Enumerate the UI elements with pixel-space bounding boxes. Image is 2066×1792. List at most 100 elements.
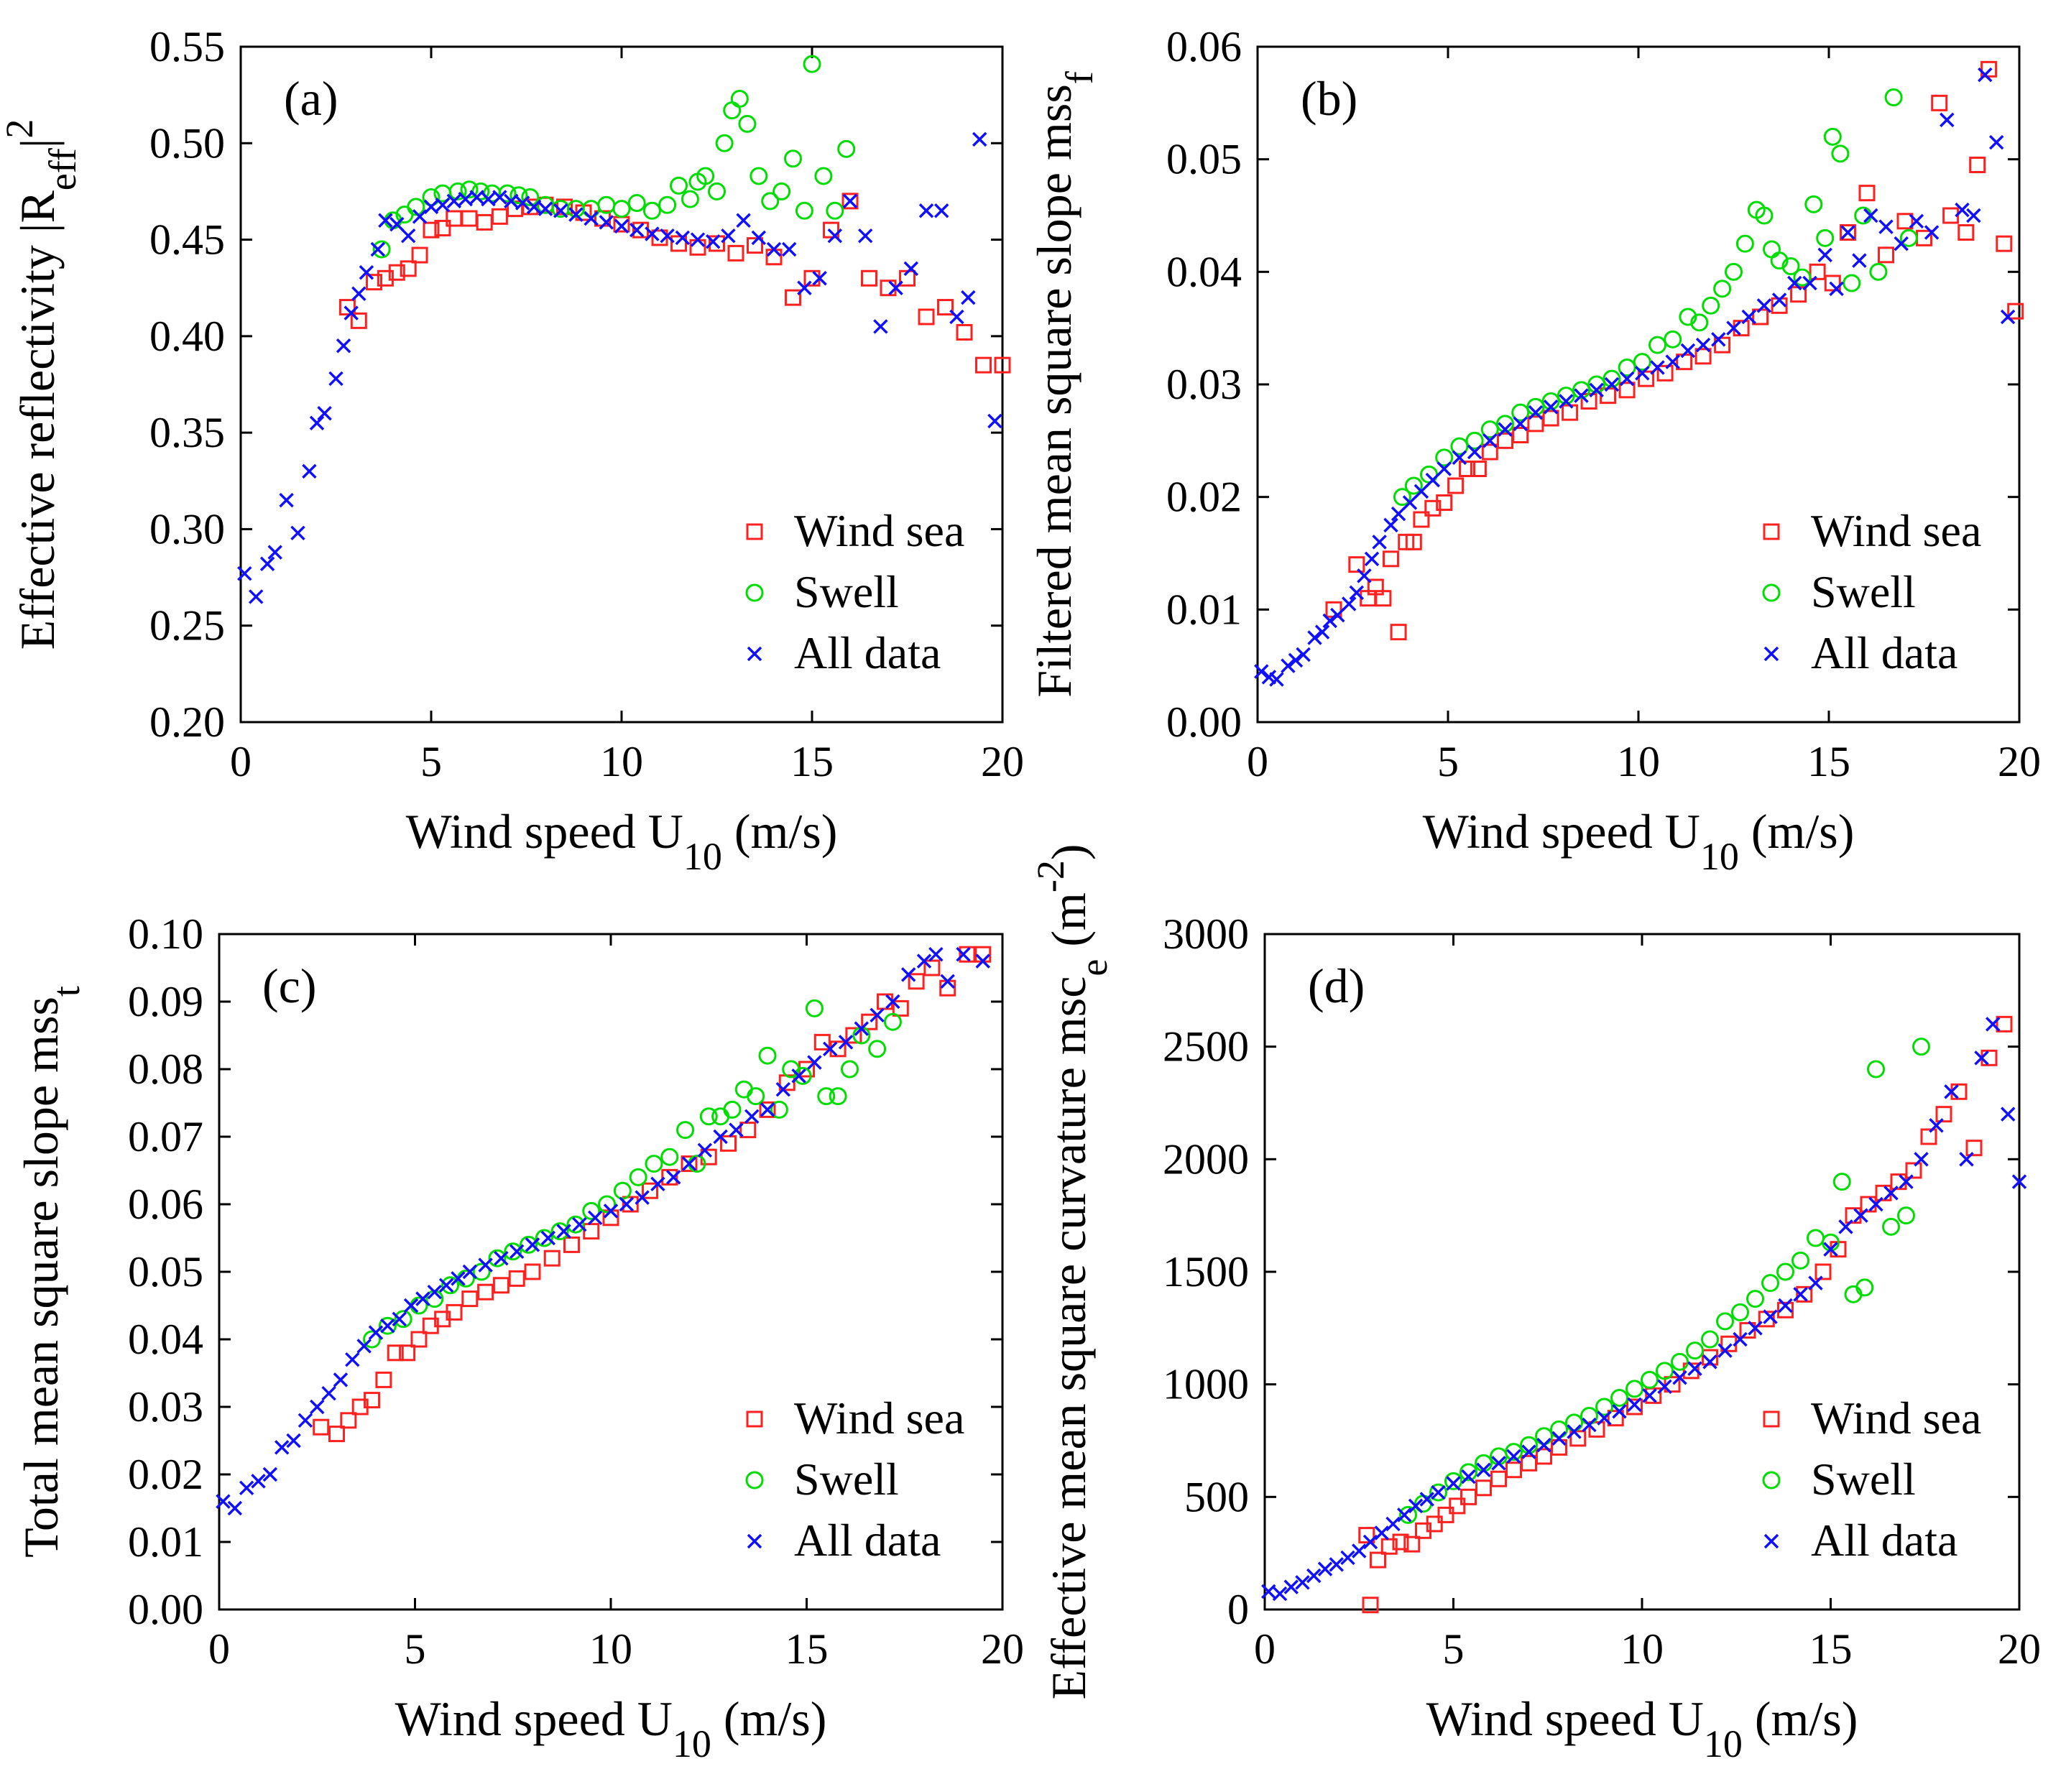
data-point-wind-sea [508,1270,525,1287]
data-point-all-data [553,203,568,218]
y-tick-label: 0.20 [149,698,225,746]
data-point-wind-sea [1362,1597,1379,1614]
data-point-all-data [302,463,317,479]
data-point-all-data [1687,1361,1702,1376]
y-tick-label: 0.00 [1166,698,1242,746]
data-point-wind-sea [1618,382,1636,399]
data-point-wind-sea [446,1303,463,1321]
data-point-swell [612,200,631,218]
data-point-all-data [1467,444,1482,460]
data-point-all-data [237,565,252,581]
data-point-all-data [1551,1431,1567,1446]
y-axis-label-main: Effective reflectivity |R [10,190,65,650]
y-tick-label: 0.02 [1166,474,1242,521]
data-point-wind-sea [340,1412,357,1429]
legend-label-all-data: All data [794,1515,941,1566]
y-tick-label: 1000 [1163,1361,1249,1408]
data-point-all-data [572,1216,587,1232]
data-point-swell [1496,415,1514,433]
data-point-swell [1610,1388,1628,1407]
data-point-wind-sea [1460,1488,1477,1505]
data-point-wind-sea [375,1371,392,1388]
data-point-swell [1541,392,1560,410]
y-tick-label: 0.05 [128,1248,203,1295]
data-point-wind-sea [1920,1128,1937,1145]
data-point-all-data [469,190,484,205]
data-point-all-data [1446,1476,1461,1491]
y-tick-label: 0.07 [128,1113,203,1160]
data-point-wind-sea [1405,533,1422,550]
data-point-swell [747,1087,765,1106]
data-point-all-data [328,371,343,387]
data-point-all-data [427,1284,442,1300]
data-point-all-data [972,131,987,147]
data-point-all-data [1612,1404,1627,1419]
legend-marker-wind-sea [1763,523,1780,540]
data-point-wind-sea [1392,1533,1409,1551]
data-point-swell [504,1242,522,1261]
data-point-wind-sea [1426,1515,1443,1533]
data-point-all-data [1431,1484,1446,1500]
data-point-swell [1444,1472,1462,1490]
data-point-all-data [1944,1084,1959,1099]
data-point-swell [1679,308,1697,326]
data-point-all-data [1597,1410,1612,1426]
data-point-swell [803,55,821,73]
data-point-swell [1526,397,1545,416]
data-point-all-data [1778,1298,1793,1313]
data-point-wind-sea [1965,1140,1983,1157]
x-tick-label: 15 [790,738,834,785]
data-point-all-data [403,1298,419,1313]
x-tick-label: 20 [981,738,1024,785]
data-point-wind-sea [956,323,973,341]
data-point-all-data [568,207,584,222]
data-point-all-data [1349,585,1365,601]
panel-c: 0 5 10 15 20 0.00 0.01 0.02 0.03 0.04 0.05 0.06 0.07… [14,910,1024,1765]
data-point-wind-sea [1413,511,1430,528]
data-point-swell [1855,1278,1874,1297]
data-point-wind-sea [434,219,451,236]
data-point-wind-sea [387,1344,404,1362]
data-point-all-data [1802,275,1817,291]
data-point-all-data [744,1109,760,1124]
data-point-swell [817,1087,836,1106]
data-point-all-data [423,199,439,215]
data-point-wind-sea [1980,60,1998,78]
data-point-swell [795,201,813,220]
data-point-wind-sea [1969,157,1986,173]
y-tick-label: 0.45 [149,216,225,264]
x-axis-label-subscript: 10 [1704,1722,1743,1765]
y-axis-label-end: ) [1041,844,1096,860]
data-point-swell [378,1316,397,1335]
data-point-all-data [1383,517,1398,533]
data-point-all-data [317,406,332,421]
data-point-all-data [251,1474,266,1489]
legend-marker-swell [745,583,764,602]
data-point-wind-sea [661,1168,678,1186]
data-point-swell [407,198,425,216]
data-point-all-data [526,199,542,215]
data-point-all-data [1357,568,1372,583]
data-point-wind-sea [350,312,367,329]
data-point-wind-sea [1739,1321,1756,1339]
legend-label-all-data: All data [1811,1515,1957,1566]
x-axis-label-subscript: 10 [673,1722,711,1765]
data-point-swell [1776,1262,1794,1281]
data-point-all-data [478,1257,493,1273]
data-point-all-data [1817,247,1832,263]
legend-marker-wind-sea [1763,1410,1780,1428]
data-point-all-data [290,525,305,541]
data-point-all-data [1269,672,1284,687]
data-point-swell [1690,313,1709,332]
data-point-swell [363,1330,382,1349]
data-point-swell [658,195,677,214]
data-point-swell [758,1046,777,1065]
legend-label-wind-sea: Wind sea [794,505,964,556]
data-point-swell [521,188,540,206]
data-point-all-data [1306,1568,1322,1584]
data-point-all-data [1741,309,1756,325]
data-point-swell [498,184,517,203]
data-point-all-data [1543,399,1559,415]
data-point-wind-sea [861,269,877,287]
